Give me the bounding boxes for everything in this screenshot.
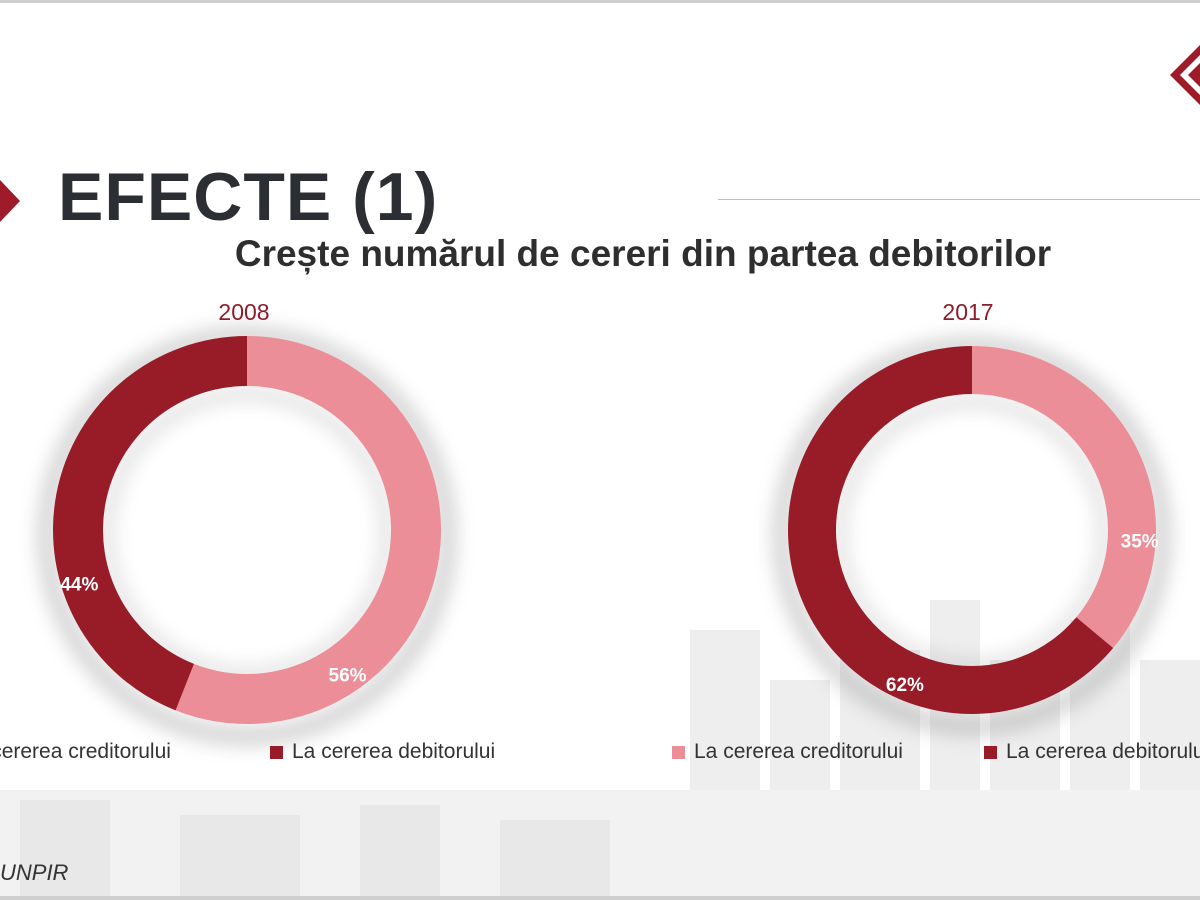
page-title: EFECTE (1) bbox=[58, 159, 439, 235]
legend-swatch-2008-1 bbox=[270, 746, 283, 759]
slice-2017-creditor bbox=[972, 346, 1157, 649]
slice-label-2017-debitor: 62% bbox=[886, 675, 924, 696]
slice-2017-debitor bbox=[788, 346, 1114, 714]
slice-2008-debitor bbox=[52, 336, 248, 711]
legend-swatch-2017-1 bbox=[984, 746, 997, 759]
donut-chart-2017: 2017 35% 62% La cererea creditorului La cere… bbox=[672, 299, 1200, 763]
slide-subtitle: Crește numărul de cereri din partea debi… bbox=[234, 233, 1052, 274]
title-divider bbox=[718, 199, 1200, 200]
legend-label-2017-0: La cererea creditorului bbox=[694, 740, 903, 763]
slice-label-2017-creditor: 35% bbox=[1121, 531, 1159, 552]
inner-shadow-2017 bbox=[833, 395, 1111, 673]
slice-label-2008-creditor: 56% bbox=[329, 665, 367, 686]
legend-label-2008-1: La cererea debitorului bbox=[292, 740, 495, 763]
legend-label-2017-1: La cererea debitorului bbox=[1006, 740, 1200, 763]
slice-label-2008-debitor: 44% bbox=[60, 575, 98, 596]
donut-chart-2008: 2008 56% 44% La cererea creditorului La cere… bbox=[0, 299, 495, 763]
source-label: UNPIR bbox=[0, 860, 69, 885]
inner-shadow-2008 bbox=[100, 387, 394, 681]
top-border bbox=[0, 0, 1200, 3]
legend-swatch-2017-0 bbox=[672, 746, 685, 759]
corner-logo-diamond bbox=[1170, 45, 1200, 105]
chart-title-2017: 2017 bbox=[942, 299, 993, 325]
chart-title-2008: 2008 bbox=[218, 299, 269, 325]
bottom-border bbox=[0, 896, 1200, 900]
donut-charts: 2008 56% 44% La cererea creditorului La cere… bbox=[0, 299, 1200, 763]
title-diamond-marker bbox=[0, 180, 20, 222]
legend-label-2008-0: La cererea creditorului bbox=[0, 740, 171, 763]
slice-2008-creditor bbox=[175, 336, 441, 724]
